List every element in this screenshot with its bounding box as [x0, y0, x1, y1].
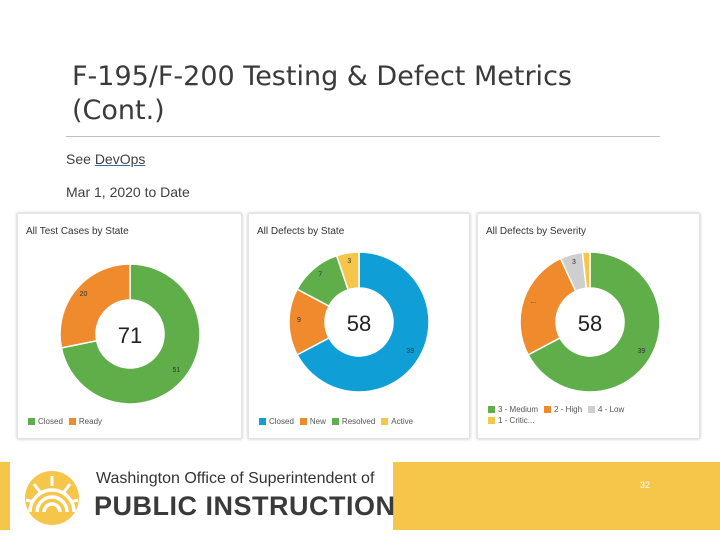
legend-item[interactable]: Resolved: [331, 416, 376, 427]
donut-slice-closed[interactable]: [60, 263, 201, 405]
chart-title: All Defects by Severity: [486, 226, 587, 237]
legend-label: 2 - High: [554, 405, 583, 414]
title-divider: [66, 136, 660, 137]
devops-link[interactable]: DevOps: [94, 151, 146, 167]
donut-total-label: 58: [578, 311, 602, 336]
panel-defects-by-state: All Defects by State 39 9 7 3 58 Closed New Re…: [248, 213, 470, 439]
legend-item[interactable]: 3 - Medium: [488, 404, 538, 415]
donut-slice-3-medium[interactable]: [527, 251, 661, 393]
slice-data-label: 20: [80, 291, 88, 298]
legend-swatch: [544, 406, 552, 414]
slice-data-label: 7: [318, 271, 322, 278]
slice-data-label: ...: [530, 298, 536, 305]
donut-slice-active[interactable]: [335, 251, 360, 291]
legend-item[interactable]: 2 - High: [544, 404, 582, 415]
legend-label: 3 - Medium: [498, 405, 539, 414]
slice-data-label: 3: [572, 259, 576, 266]
legend-label: Active: [391, 417, 414, 426]
donut-chart-defects-state: 39 9 7 3 58: [288, 251, 430, 393]
legend-swatch: [28, 418, 35, 426]
legend-item[interactable]: New: [299, 416, 326, 427]
page-number: 32: [640, 480, 651, 490]
legend-item[interactable]: 1 - Critic...: [488, 415, 534, 426]
legend-swatch: [299, 418, 307, 426]
legend-defects-state: Closed New Resolved Active: [259, 416, 419, 427]
legend-label: Resolved: [341, 417, 376, 426]
donut-slice-1-critic-[interactable]: [581, 251, 591, 290]
legend-defects-severity: 3 - Medium 2 - High 4 - Low 1 - Critic...: [488, 404, 658, 426]
legend-label: Ready: [78, 417, 103, 426]
see-prefix: See: [66, 151, 91, 167]
donut-chart-test-cases: 51 20 71: [59, 263, 201, 405]
legend-swatch: [588, 406, 596, 414]
legend-swatch: [381, 418, 389, 426]
legend-label: Closed: [38, 417, 63, 426]
slice-data-label: 39: [638, 348, 646, 355]
legend-test-cases: Closed Ready: [28, 416, 108, 427]
org-name-line2: PUBLIC INSTRUCTION: [94, 491, 396, 521]
legend-swatch: [488, 406, 495, 414]
legend-swatch: [331, 418, 339, 426]
legend-item[interactable]: Ready: [68, 416, 103, 427]
donut-chart-defects-severity: 39... 3 58: [519, 251, 661, 393]
donut-slice-2-high[interactable]: [519, 257, 577, 356]
ospi-logo: Washington Office of Superintendent of P…: [10, 462, 396, 530]
legend-label: 1 - Critic...: [498, 416, 535, 425]
slice-data-label: 39: [407, 348, 415, 355]
legend-swatch: [488, 417, 495, 425]
slide-title: F-195/F-200 Testing & Defect Metrics (Co…: [72, 61, 572, 126]
donut-slice-ready[interactable]: [59, 263, 131, 349]
legend-item[interactable]: 4 - Low: [588, 404, 624, 415]
legend-label: Closed: [269, 417, 294, 426]
chart-title: All Defects by State: [257, 226, 345, 237]
donut-slice-closed[interactable]: [296, 251, 430, 393]
panel-test-cases-by-state: All Test Cases by State 51 20 71 Closed Rea…: [17, 213, 242, 439]
legend-label: 4 - Low: [598, 405, 625, 414]
legend-label: New: [309, 417, 326, 426]
chart-title: All Test Cases by State: [26, 226, 129, 237]
slice-data-label: 51: [173, 367, 181, 374]
ospi-sun-logo-icon: [25, 471, 79, 525]
legend-swatch: [68, 418, 76, 426]
legend-item[interactable]: Active: [381, 416, 413, 427]
donut-total-label: 71: [118, 323, 142, 348]
legend-swatch: [259, 418, 266, 426]
slice-data-label: 3: [347, 258, 351, 265]
panel-defects-by-severity: All Defects by Severity 39... 3 58 3 - Med…: [477, 213, 700, 439]
donut-total-label: 58: [347, 311, 371, 336]
org-name-line1: Washington Office of Superintendent of: [96, 470, 375, 487]
legend-item[interactable]: Closed: [28, 416, 63, 427]
legend-item[interactable]: Closed: [259, 416, 294, 427]
see-line: See DevOps: [66, 151, 145, 167]
date-range: Mar 1, 2020 to Date: [66, 184, 190, 200]
slice-data-label: 9: [297, 317, 301, 324]
